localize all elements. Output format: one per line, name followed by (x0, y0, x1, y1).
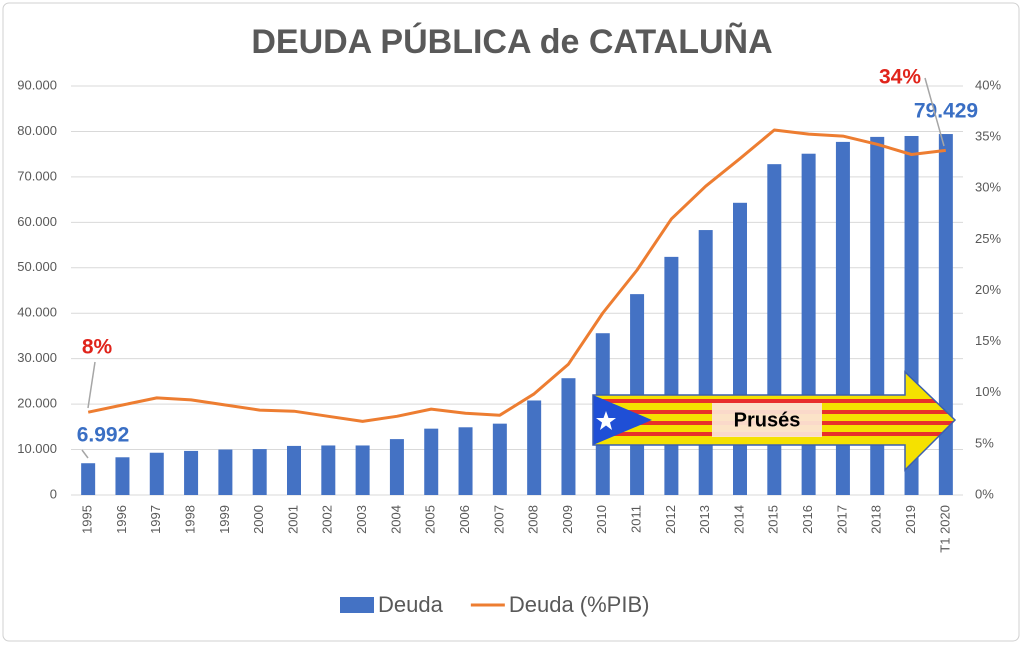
x-tick-label: 2012 (663, 505, 678, 534)
bar (424, 428, 439, 495)
y2-tick-label: 20% (975, 282, 1001, 297)
legend-label: Deuda (%PIB) (509, 592, 650, 617)
bar (458, 427, 473, 495)
y2-tick-label: 10% (975, 384, 1001, 399)
y-tick-label: 70.000 (17, 168, 57, 183)
y-tick-label: 40.000 (17, 305, 57, 320)
bar (287, 445, 301, 495)
bar (252, 449, 267, 495)
leader-line (81, 449, 89, 459)
y2-tick-label: 15% (975, 333, 1001, 348)
bar (492, 423, 507, 495)
x-tick-label: 2016 (800, 505, 815, 534)
x-tick-label: 2013 (697, 505, 712, 534)
y2-tick-label: 40% (975, 77, 1001, 92)
y-tick-label: 60.000 (17, 214, 57, 229)
leader-line (924, 77, 945, 147)
x-tick-label: 2018 (869, 505, 884, 534)
x-tick-label: 1997 (148, 505, 163, 534)
x-tick-label: 2000 (251, 505, 266, 534)
y-tick-label: 0 (50, 486, 57, 501)
x-tick-label: 2015 (766, 505, 781, 534)
grid: 0 10.000 20.000 30.000 40.000 50.000 60.000 70.… (17, 77, 1001, 552)
x-tick-label: 2007 (491, 505, 506, 534)
x-tick-label: T1 2020 (937, 505, 952, 553)
chart-title: DEUDA PÚBLICA de CATALUÑA (251, 23, 772, 61)
bar (184, 450, 199, 495)
bar (115, 457, 130, 495)
x-tick-label: 2009 (560, 505, 575, 534)
x-tick-label: 2005 (423, 505, 438, 534)
x-tick-label: 2014 (731, 505, 746, 534)
y-tick-label: 20.000 (17, 396, 57, 411)
y-tick-label: 50.000 (17, 259, 57, 274)
y2-tick-label: 0% (975, 486, 994, 501)
legend: Deuda Deuda (%PIB) (340, 592, 649, 617)
x-tick-label: 2004 (388, 505, 403, 534)
y2-tick-label: 35% (975, 129, 1001, 144)
bar (321, 445, 336, 495)
bar (527, 400, 542, 495)
bar (81, 463, 96, 495)
y-tick-label: 80.000 (17, 123, 57, 138)
y2-tick-label: 30% (975, 180, 1001, 195)
data-label: 8% (82, 336, 113, 359)
labels: 6.992 79.429 8% 34% (77, 66, 978, 459)
x-tick-label: 2019 (903, 505, 918, 534)
x-tick-label: 1999 (217, 505, 232, 534)
x-tick-label: 2008 (526, 505, 541, 534)
x-tick-label: 2017 (834, 505, 849, 534)
y2-tick-label: 5% (975, 435, 994, 450)
data-label: 79.429 (914, 100, 978, 123)
legend-swatch (340, 597, 374, 613)
y-tick-label: 30.000 (17, 350, 57, 365)
bar (938, 134, 953, 496)
data-label: 6.992 (77, 424, 130, 447)
data-label: 34% (879, 66, 921, 89)
x-tick-label: 2003 (354, 505, 369, 534)
x-tick-label: 1998 (183, 505, 198, 534)
x-tick-label: 2011 (629, 505, 644, 533)
x-tick-label: 1996 (114, 505, 129, 534)
bar (355, 445, 370, 495)
bar (698, 230, 713, 495)
legend-label: Deuda (378, 592, 444, 617)
lines (87, 128, 946, 423)
y-tick-label: 10.000 (17, 441, 57, 456)
x-tick-label: 2002 (320, 505, 335, 534)
x-tick-label: 1995 (80, 505, 95, 534)
x-tick-label: 2006 (457, 505, 472, 534)
x-tick-label: 2001 (285, 505, 300, 534)
bar (733, 202, 747, 495)
line (87, 128, 946, 423)
bar (664, 256, 679, 495)
x-tick-label: 2010 (594, 505, 609, 534)
bar (149, 452, 164, 495)
bar (389, 439, 404, 495)
annotation: Prusés (734, 409, 801, 431)
bar (218, 449, 233, 495)
y2-tick-label: 25% (975, 231, 1001, 246)
leader-line (87, 361, 96, 409)
y-tick-label: 90.000 (17, 77, 57, 92)
bar (561, 378, 576, 495)
